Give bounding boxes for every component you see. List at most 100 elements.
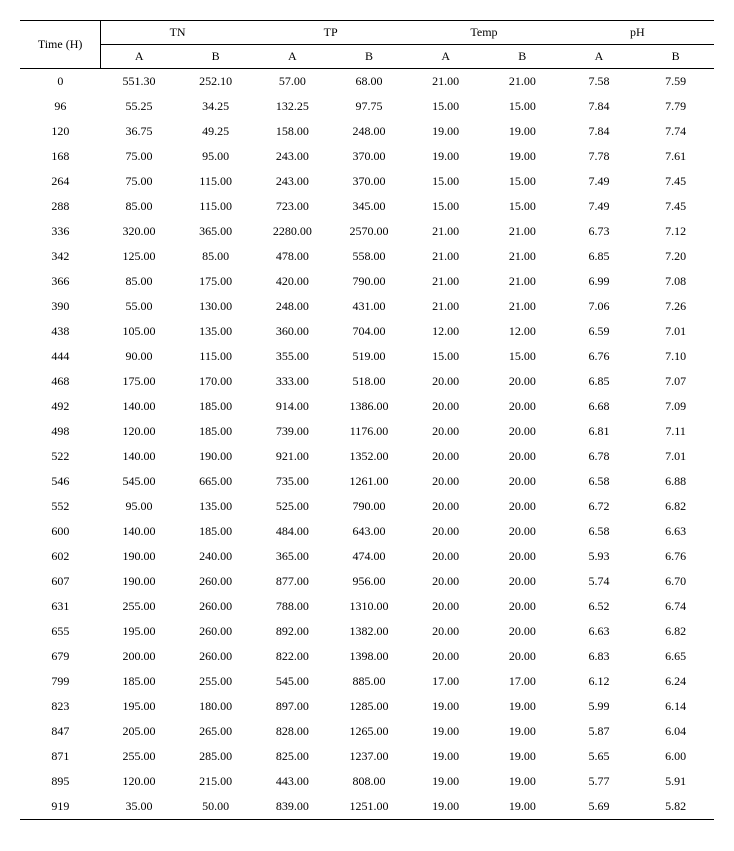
cell-ph_b: 7.26 <box>637 294 714 319</box>
table-row: 492140.00185.00914.001386.0020.0020.006.… <box>20 394 714 419</box>
cell-time: 847 <box>20 719 101 744</box>
cell-tp_b: 1265.00 <box>331 719 408 744</box>
cell-time: 895 <box>20 769 101 794</box>
cell-tn_b: 185.00 <box>177 419 254 444</box>
cell-temp_a: 21.00 <box>407 269 484 294</box>
table-row: 871255.00285.00825.001237.0019.0019.005.… <box>20 744 714 769</box>
cell-tp_a: 158.00 <box>254 119 331 144</box>
cell-tp_a: 897.00 <box>254 694 331 719</box>
table-row: 342125.0085.00478.00558.0021.0021.006.85… <box>20 244 714 269</box>
cell-tp_b: 558.00 <box>331 244 408 269</box>
cell-tp_a: 921.00 <box>254 444 331 469</box>
cell-tp_b: 431.00 <box>331 294 408 319</box>
table-row: 0551.30252.1057.0068.0021.0021.007.587.5… <box>20 69 714 95</box>
cell-temp_a: 15.00 <box>407 194 484 219</box>
cell-temp_b: 20.00 <box>484 444 561 469</box>
cell-tp_b: 1386.00 <box>331 394 408 419</box>
cell-temp_a: 20.00 <box>407 444 484 469</box>
cell-temp_a: 20.00 <box>407 619 484 644</box>
cell-ph_a: 6.68 <box>561 394 638 419</box>
cell-tn_b: 255.00 <box>177 669 254 694</box>
cell-temp_b: 21.00 <box>484 219 561 244</box>
table-row: 26475.00115.00243.00370.0015.0015.007.49… <box>20 169 714 194</box>
cell-tn_b: 85.00 <box>177 244 254 269</box>
cell-time: 552 <box>20 494 101 519</box>
cell-tp_b: 1398.00 <box>331 644 408 669</box>
cell-temp_a: 21.00 <box>407 219 484 244</box>
cell-temp_a: 19.00 <box>407 719 484 744</box>
cell-ph_b: 7.45 <box>637 194 714 219</box>
cell-ph_b: 7.01 <box>637 319 714 344</box>
cell-ph_b: 6.24 <box>637 669 714 694</box>
cell-ph_a: 6.73 <box>561 219 638 244</box>
cell-ph_a: 5.93 <box>561 544 638 569</box>
cell-ph_a: 6.58 <box>561 519 638 544</box>
header-group-temp: Temp <box>407 21 560 45</box>
cell-tp_b: 345.00 <box>331 194 408 219</box>
cell-temp_b: 20.00 <box>484 419 561 444</box>
table-row: 522140.00190.00921.001352.0020.0020.006.… <box>20 444 714 469</box>
header-group-tp: TP <box>254 21 407 45</box>
cell-temp_a: 20.00 <box>407 594 484 619</box>
cell-ph_a: 6.78 <box>561 444 638 469</box>
cell-temp_b: 19.00 <box>484 794 561 820</box>
cell-temp_a: 20.00 <box>407 394 484 419</box>
cell-tn_b: 115.00 <box>177 194 254 219</box>
cell-temp_b: 21.00 <box>484 269 561 294</box>
table-row: 823195.00180.00897.001285.0019.0019.005.… <box>20 694 714 719</box>
cell-ph_b: 6.82 <box>637 619 714 644</box>
cell-tn_a: 55.00 <box>101 294 178 319</box>
cell-tn_a: 140.00 <box>101 444 178 469</box>
cell-tn_b: 240.00 <box>177 544 254 569</box>
cell-tp_a: 739.00 <box>254 419 331 444</box>
cell-tp_a: 825.00 <box>254 744 331 769</box>
table-row: 600140.00185.00484.00643.0020.0020.006.5… <box>20 519 714 544</box>
cell-tn_a: 195.00 <box>101 694 178 719</box>
cell-time: 607 <box>20 569 101 594</box>
cell-time: 799 <box>20 669 101 694</box>
cell-ph_b: 7.59 <box>637 69 714 95</box>
cell-tn_a: 190.00 <box>101 544 178 569</box>
cell-time: 522 <box>20 444 101 469</box>
cell-tp_b: 2570.00 <box>331 219 408 244</box>
cell-ph_b: 6.63 <box>637 519 714 544</box>
cell-tp_a: 484.00 <box>254 519 331 544</box>
table-row: 91935.0050.00839.001251.0019.0019.005.69… <box>20 794 714 820</box>
table-row: 631255.00260.00788.001310.0020.0020.006.… <box>20 594 714 619</box>
subheader-tn-a: A <box>101 45 178 69</box>
cell-tn_b: 130.00 <box>177 294 254 319</box>
cell-tp_b: 248.00 <box>331 119 408 144</box>
cell-ph_b: 6.76 <box>637 544 714 569</box>
cell-tp_b: 808.00 <box>331 769 408 794</box>
cell-temp_b: 12.00 <box>484 319 561 344</box>
cell-tn_b: 185.00 <box>177 519 254 544</box>
cell-ph_a: 5.87 <box>561 719 638 744</box>
cell-ph_b: 5.82 <box>637 794 714 820</box>
cell-temp_b: 20.00 <box>484 644 561 669</box>
cell-time: 655 <box>20 619 101 644</box>
cell-tp_b: 790.00 <box>331 269 408 294</box>
table-row: 16875.0095.00243.00370.0019.0019.007.787… <box>20 144 714 169</box>
cell-temp_b: 19.00 <box>484 694 561 719</box>
cell-time: 96 <box>20 94 101 119</box>
cell-temp_a: 20.00 <box>407 419 484 444</box>
cell-tp_a: 2280.00 <box>254 219 331 244</box>
cell-temp_b: 20.00 <box>484 494 561 519</box>
cell-tp_a: 723.00 <box>254 194 331 219</box>
cell-ph_b: 6.04 <box>637 719 714 744</box>
cell-tn_a: 185.00 <box>101 669 178 694</box>
cell-temp_a: 15.00 <box>407 169 484 194</box>
cell-ph_a: 6.76 <box>561 344 638 369</box>
cell-tp_a: 914.00 <box>254 394 331 419</box>
cell-tp_b: 956.00 <box>331 569 408 594</box>
cell-tn_b: 115.00 <box>177 169 254 194</box>
cell-tp_b: 1310.00 <box>331 594 408 619</box>
subheader-ph-b: B <box>637 45 714 69</box>
table-row: 799185.00255.00545.00885.0017.0017.006.1… <box>20 669 714 694</box>
cell-time: 264 <box>20 169 101 194</box>
cell-temp_a: 21.00 <box>407 244 484 269</box>
cell-tn_b: 115.00 <box>177 344 254 369</box>
cell-tp_a: 248.00 <box>254 294 331 319</box>
cell-tp_a: 243.00 <box>254 144 331 169</box>
cell-tp_a: 420.00 <box>254 269 331 294</box>
